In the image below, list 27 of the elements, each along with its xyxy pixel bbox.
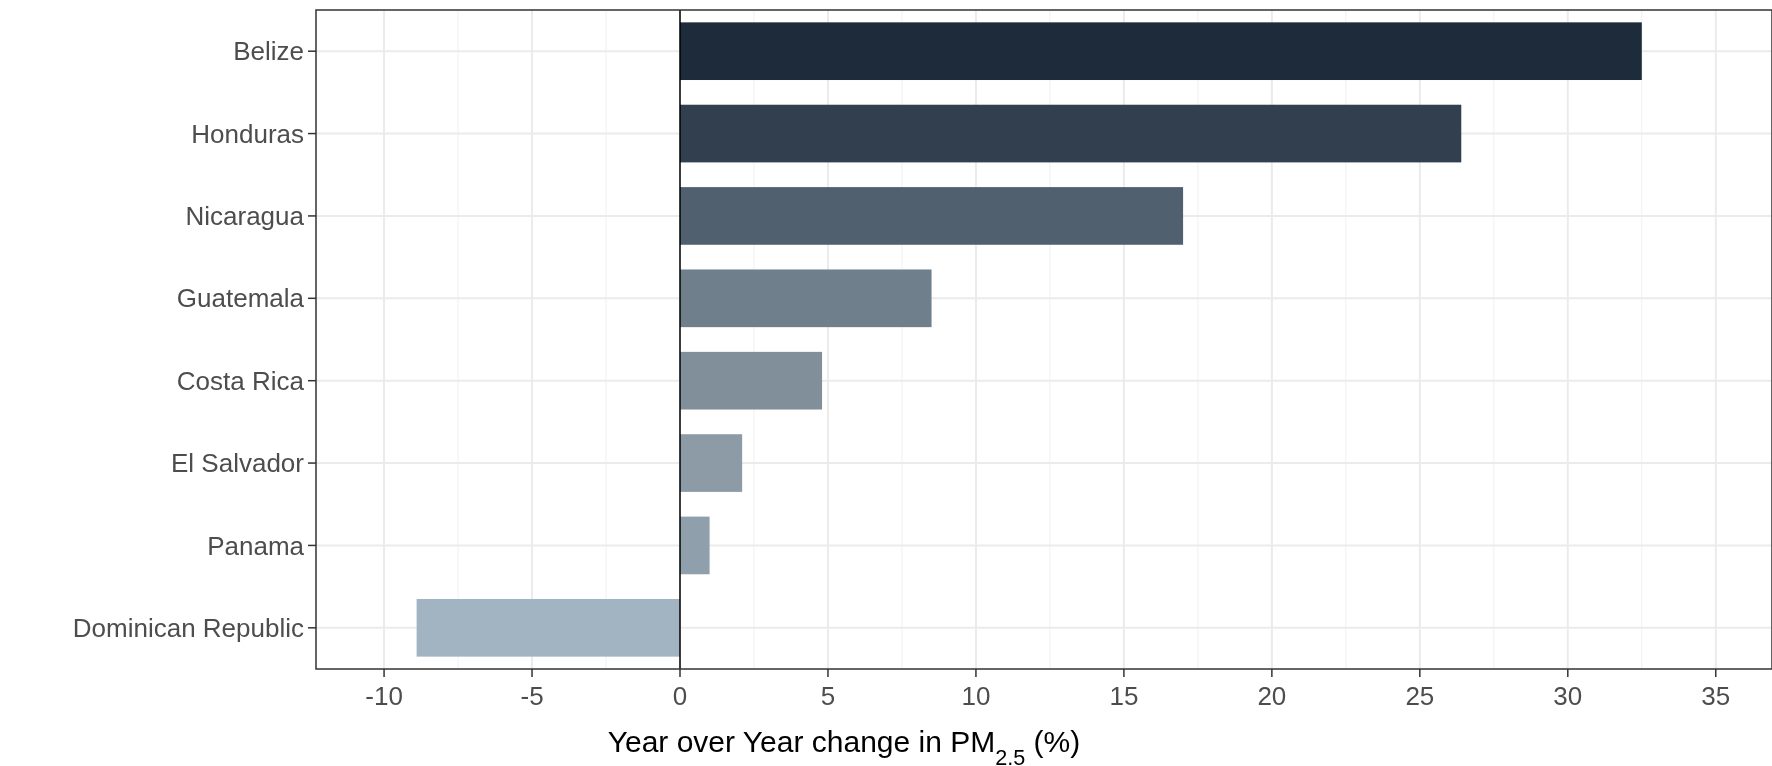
x-axis-title: Year over Year change in PM$_{2.5}$ (%) <box>607 725 1081 766</box>
y-tick-label: Dominican Republic <box>72 612 304 643</box>
y-tick-label: Guatemala <box>176 283 305 314</box>
x-tick-label: 10 <box>961 681 991 711</box>
x-tick-label: 20 <box>1257 681 1287 711</box>
y-tick-label: El Salvador <box>171 448 305 479</box>
y-tick-label: Honduras <box>191 118 304 149</box>
x-tick-label: -10 <box>365 681 403 711</box>
bar <box>680 269 932 328</box>
bar <box>680 104 1462 163</box>
bar <box>680 434 743 492</box>
bar <box>680 22 1642 81</box>
bar <box>680 187 1184 245</box>
y-tick-label: Panama <box>207 530 305 561</box>
x-tick-label: 35 <box>1701 681 1731 711</box>
bar <box>680 351 823 410</box>
bar <box>680 516 710 575</box>
x-tick-label: 0 <box>672 681 688 711</box>
x-tick-label: -5 <box>520 681 544 711</box>
y-tick-label: Belize <box>233 36 304 67</box>
x-tick-label: 15 <box>1109 681 1139 711</box>
y-tick-label: Costa Rica <box>176 365 305 396</box>
x-tick-label: 30 <box>1553 681 1583 711</box>
x-tick-label: 5 <box>820 681 836 711</box>
y-tick-label: Nicaragua <box>185 201 305 232</box>
bar <box>416 598 680 657</box>
x-tick-label: 25 <box>1405 681 1435 711</box>
